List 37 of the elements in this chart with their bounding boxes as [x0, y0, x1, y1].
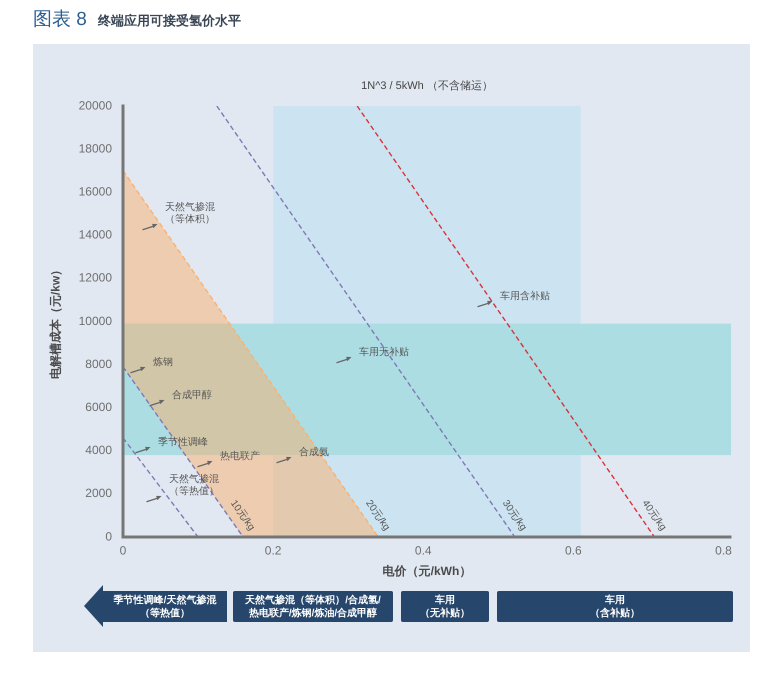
x-tick-label: 0.2	[264, 544, 282, 558]
y-tick-label: 12000	[78, 270, 112, 285]
chart-title: 图表 8 终端应用可接受氢价水平	[33, 8, 242, 32]
annotation: 季节性调峰	[158, 436, 208, 448]
y-tick-label: 2000	[85, 486, 112, 500]
text: 10元/kg	[228, 498, 257, 533]
x-tick-label: 0.4	[414, 544, 432, 558]
y-tick-label: 4000	[85, 443, 112, 458]
annotation: 炼钢	[153, 356, 173, 368]
y-tick-label: 20000	[78, 98, 112, 112]
y-tick-label: 0	[105, 529, 112, 544]
y-tick-label: 14000	[78, 228, 112, 242]
chart-subtitle: 1N^3 / 5kWh （不含储运）	[361, 79, 493, 92]
text: 车用（含补贴）	[590, 594, 640, 620]
text: 30元/kg	[500, 498, 529, 533]
annotation: 车用含补贴	[500, 290, 550, 302]
annotation: 天然气掺混（等体积）	[165, 200, 215, 225]
annotation: 天然气掺混（等热值）	[169, 472, 219, 497]
y-axis-title: 电解槽成本（元/kw）	[48, 264, 63, 380]
x-tick-label: 0.6	[565, 544, 582, 558]
y-tick-label: 10000	[78, 314, 112, 328]
text: 40元/kg	[640, 498, 668, 533]
x-axis-title: 电价（元/kWh）	[382, 564, 472, 578]
annotation: 合成甲醇	[172, 388, 212, 401]
annotation: 热电联产	[220, 450, 260, 462]
y-tick-label: 16000	[78, 184, 112, 199]
text: 车用（无补贴）	[420, 594, 470, 620]
x-tick-label: 0	[120, 544, 127, 558]
annotation: 车用无补贴	[359, 346, 409, 358]
text: 季节性调峰/天然气掺混（等热值）	[114, 594, 216, 620]
y-tick-label: 18000	[78, 141, 112, 156]
text: 20元/kg	[363, 498, 392, 533]
y-tick-label: 6000	[85, 400, 112, 414]
y-tick-label: 8000	[85, 356, 112, 371]
annotation: 合成氨	[299, 446, 329, 458]
text: 天然气掺混（等体积）/合成氢/热电联产/炼钢/炼油/合成甲醇	[245, 594, 381, 620]
x-tick-label: 0.8	[715, 544, 732, 558]
